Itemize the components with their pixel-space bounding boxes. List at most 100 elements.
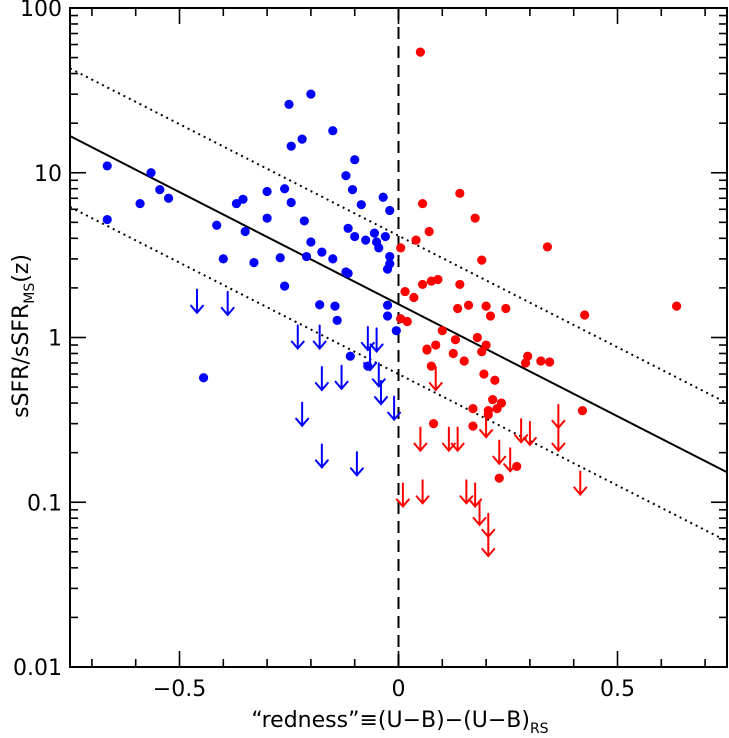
red-data-point	[400, 286, 410, 297]
blue-data-point	[198, 373, 209, 383]
x-axis-label-main: “redness”≡(U−B)−(U−B)	[251, 708, 530, 733]
blue-data-point	[146, 168, 156, 178]
blue-data-point	[275, 253, 285, 263]
blue-data-point	[297, 134, 307, 144]
blue-data-point	[280, 281, 290, 291]
red-data-point	[415, 47, 425, 57]
red-data-point	[580, 310, 590, 320]
blue-data-point	[286, 197, 296, 208]
blue-data-point	[218, 254, 228, 264]
y-tick-label: 100	[20, 0, 62, 22]
red-data-point	[536, 356, 546, 366]
blue-upper-limit-arrow	[314, 443, 329, 469]
red-data-point	[477, 255, 487, 265]
blue-data-point	[341, 171, 351, 181]
red-data-point	[402, 316, 412, 327]
blue-data-point	[163, 193, 174, 203]
blue-data-point	[306, 237, 316, 247]
red-data-point	[468, 421, 478, 431]
blue-data-point	[343, 223, 353, 233]
red-upper-limit-arrow	[415, 479, 430, 505]
blue-data-point	[391, 326, 401, 336]
blue-data-point	[238, 194, 248, 204]
blue-data-point	[328, 254, 338, 264]
y-axis-label-main: sSFR/sSFR	[9, 304, 34, 418]
red-data-point	[483, 410, 493, 420]
blue-data-point	[347, 185, 358, 195]
blue-upper-limit-arrow	[349, 451, 364, 477]
red-data-point	[501, 303, 511, 314]
red-upper-limit-arrow	[450, 426, 465, 453]
x-tick-label: −0.5	[153, 677, 206, 702]
blue-data-point	[306, 89, 316, 99]
plot-area	[70, 8, 727, 667]
red-data-point	[431, 340, 441, 350]
red-data-point	[470, 213, 480, 223]
red-upper-limit-arrow	[472, 500, 487, 527]
red-upper-limit-arrow	[481, 532, 496, 558]
blue-data-point	[262, 213, 272, 223]
x-axis-label-subscript: RS	[530, 721, 549, 737]
red-data-point	[433, 274, 443, 285]
tick-labels: −0.5 0 0.5 0.01 0.1 1 10 100	[13, 0, 635, 702]
blue-data-point	[315, 300, 325, 310]
red-data-point	[428, 419, 439, 429]
red-data-point	[481, 301, 491, 311]
red-data-point	[523, 351, 533, 361]
red-data-point	[477, 347, 487, 357]
blue-data-point	[135, 198, 145, 209]
red-upper-limit-arrow	[428, 365, 443, 392]
data-points	[102, 47, 682, 558]
blue-data-point	[240, 226, 250, 237]
red-data-point	[490, 375, 500, 385]
blue-data-point	[155, 185, 165, 195]
x-tick-label: 0	[392, 677, 406, 702]
blue-upper-limit-arrow	[371, 362, 386, 388]
blue-upper-limit-arrow	[369, 327, 384, 353]
red-data-point	[481, 340, 491, 350]
red-data-point	[426, 361, 436, 371]
blue-data-point	[385, 205, 395, 216]
blue-data-point	[382, 311, 393, 321]
red-upper-limit-arrow	[551, 426, 566, 453]
blue-data-point	[286, 141, 296, 151]
blue-data-point	[356, 200, 366, 210]
red-data-point	[453, 303, 463, 314]
blue-data-point	[343, 268, 353, 278]
y-tick-label: 0.01	[13, 656, 62, 681]
blue-data-point	[332, 315, 342, 325]
red-data-point	[417, 198, 428, 209]
blue-data-point	[280, 184, 290, 194]
y-tick-label: 10	[34, 162, 62, 187]
red-upper-limit-arrow	[479, 413, 494, 439]
blue-upper-limit-arrow	[220, 290, 235, 317]
red-data-point	[455, 188, 465, 198]
axis-ticks	[70, 7, 727, 668]
blue-data-point	[369, 228, 380, 238]
blue-data-point	[345, 351, 355, 361]
red-data-point	[424, 226, 434, 237]
blue-data-point	[317, 247, 327, 257]
red-upper-limit-arrow	[522, 420, 537, 447]
red-data-point	[494, 473, 504, 483]
blue-upper-limit-arrow	[334, 364, 349, 391]
blue-data-point	[284, 99, 294, 109]
blue-data-point	[382, 300, 393, 310]
red-data-point	[396, 243, 406, 253]
red-data-point	[448, 348, 458, 359]
red-data-point	[455, 279, 465, 290]
blue-data-point	[385, 251, 395, 262]
red-data-point	[450, 335, 461, 345]
red-data-point	[479, 369, 489, 379]
y-tick-label: 0.1	[27, 491, 62, 516]
blue-data-point	[249, 257, 259, 268]
blue-data-point	[262, 186, 272, 197]
x-tick-label: 0.5	[600, 677, 635, 702]
red-data-point	[485, 311, 496, 321]
blue-upper-limit-arrow	[190, 288, 205, 315]
blue-data-point	[350, 155, 360, 165]
blue-data-point	[231, 198, 242, 209]
blue-data-point	[378, 192, 388, 202]
blue-data-point	[328, 126, 338, 136]
blue-data-point	[212, 220, 222, 230]
